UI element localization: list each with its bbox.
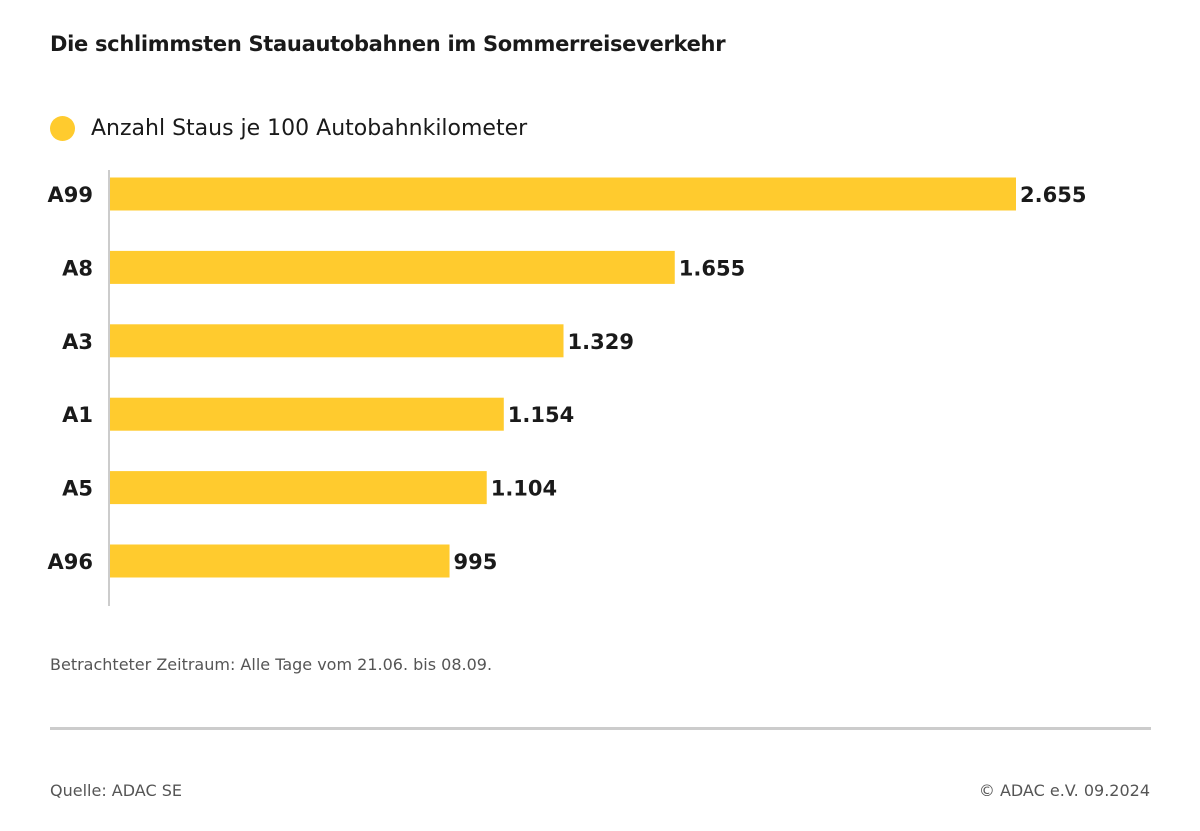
bar-a5 [110,471,487,505]
category-label-a96: A96 [48,550,93,574]
category-label-a1: A1 [62,403,93,427]
legend-dot-icon [50,116,75,141]
category-label-a99: A99 [48,183,93,207]
value-label-a3: 1.329 [568,330,634,354]
bar-a3 [110,324,564,358]
bar-chart: A99 2.655 A8 1.655 A3 1.329 A1 1.154 A5 1.104 A96 9… [48,170,1086,606]
bar-a99 [110,177,1016,211]
value-label-a96: 995 [454,550,498,574]
category-label-a8: A8 [62,256,93,280]
bar-a96 [110,544,450,578]
category-label-a3: A3 [62,330,93,354]
legend: Anzahl Staus je 100 Autobahnkilometer [50,116,527,141]
category-label-a5: A5 [62,477,93,501]
bar-a1 [110,397,504,431]
copyright-label: © ADAC e.V. 09.2024 [978,781,1150,800]
footer-divider [50,727,1151,730]
time-period-note: Betrachteter Zeitraum: Alle Tage vom 21.… [50,655,493,674]
source-label: Quelle: ADAC SE [50,781,182,800]
legend-label: Anzahl Staus je 100 Autobahnkilometer [91,116,528,141]
value-label-a8: 1.655 [679,256,745,280]
value-label-a5: 1.104 [491,477,557,501]
value-label-a1: 1.154 [508,403,574,427]
chart-title: Die schlimmsten Stauautobahnen im Sommer… [50,32,726,56]
value-label-a99: 2.655 [1020,183,1086,207]
bar-a8 [110,250,675,284]
